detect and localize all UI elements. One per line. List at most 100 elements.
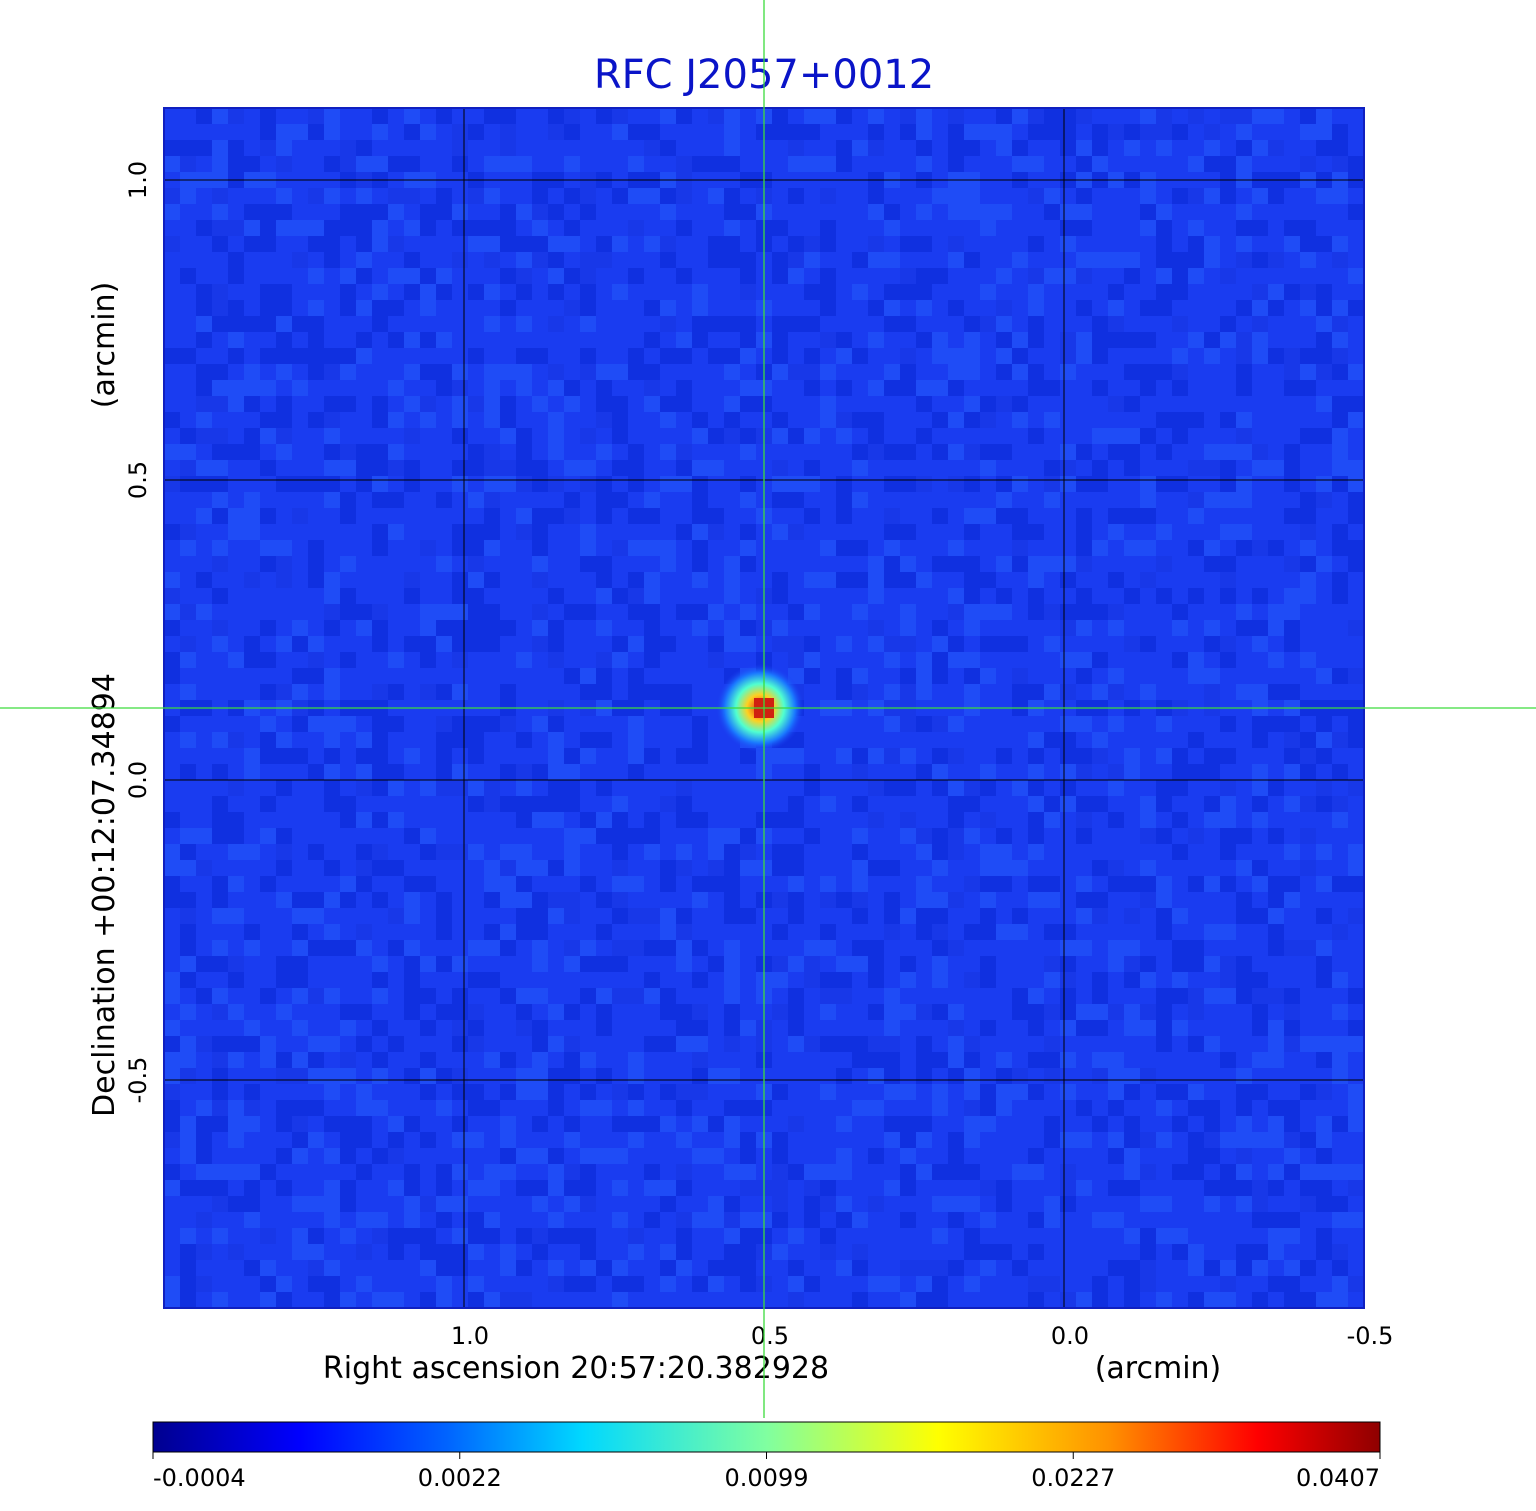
noise-cell — [772, 492, 788, 508]
noise-cell — [1348, 780, 1364, 796]
noise-cell — [788, 1292, 804, 1308]
noise-cell — [1220, 316, 1236, 332]
noise-cell — [500, 684, 516, 700]
noise-cell — [1140, 1196, 1156, 1212]
noise-cell — [292, 124, 308, 140]
noise-cell — [1236, 1244, 1252, 1260]
noise-cell — [308, 844, 324, 860]
noise-cell — [804, 1036, 820, 1052]
noise-cell — [1316, 396, 1332, 412]
noise-cell — [868, 940, 884, 956]
noise-cell — [900, 908, 916, 924]
noise-cell — [212, 1116, 228, 1132]
noise-cell — [1268, 892, 1284, 908]
noise-cell — [1220, 1052, 1236, 1068]
noise-cell — [948, 108, 964, 124]
noise-cell — [276, 1116, 292, 1132]
noise-cell — [996, 828, 1012, 844]
noise-cell — [932, 1228, 948, 1244]
noise-cell — [1140, 684, 1156, 700]
noise-cell — [196, 1148, 212, 1164]
noise-cell — [580, 668, 596, 684]
noise-cell — [676, 604, 692, 620]
noise-cell — [676, 780, 692, 796]
noise-cell — [244, 492, 260, 508]
noise-cell — [1044, 924, 1060, 940]
noise-cell — [836, 972, 852, 988]
noise-cell — [1124, 428, 1140, 444]
noise-cell — [372, 300, 388, 316]
noise-cell — [436, 684, 452, 700]
noise-cell — [244, 444, 260, 460]
noise-cell — [1060, 796, 1076, 812]
noise-cell — [452, 732, 468, 748]
noise-cell — [852, 908, 868, 924]
noise-cell — [276, 956, 292, 972]
noise-cell — [484, 412, 500, 428]
noise-cell — [1268, 988, 1284, 1004]
noise-cell — [660, 924, 676, 940]
noise-cell — [180, 764, 196, 780]
noise-cell — [628, 668, 644, 684]
noise-cell — [1252, 460, 1268, 476]
noise-cell — [532, 1244, 548, 1260]
noise-cell — [356, 1212, 372, 1228]
noise-cell — [228, 876, 244, 892]
noise-cell — [964, 1068, 980, 1084]
noise-cell — [356, 348, 372, 364]
noise-cell — [628, 1052, 644, 1068]
noise-cell — [1172, 1084, 1188, 1100]
noise-cell — [228, 332, 244, 348]
noise-cell — [484, 1052, 500, 1068]
noise-cell — [1108, 1180, 1124, 1196]
noise-cell — [1332, 1068, 1348, 1084]
noise-cell — [1252, 860, 1268, 876]
noise-cell — [516, 812, 532, 828]
noise-cell — [1300, 252, 1316, 268]
noise-cell — [1124, 1004, 1140, 1020]
noise-cell — [692, 972, 708, 988]
noise-cell — [196, 572, 212, 588]
noise-cell — [740, 1260, 756, 1276]
noise-cell — [436, 268, 452, 284]
noise-cell — [420, 1196, 436, 1212]
noise-cell — [1156, 780, 1172, 796]
noise-cell — [852, 876, 868, 892]
noise-cell — [308, 1068, 324, 1084]
colorbar-ticks: -0.0004 0.0022 0.0099 0.0227 0.0407 — [152, 1452, 1381, 1492]
noise-cell — [1156, 252, 1172, 268]
noise-cell — [1348, 476, 1364, 492]
noise-cell — [1236, 1100, 1252, 1116]
noise-cell — [1124, 972, 1140, 988]
noise-cell — [1316, 1180, 1332, 1196]
noise-cell — [500, 796, 516, 812]
noise-cell — [324, 1036, 340, 1052]
noise-cell — [580, 556, 596, 572]
noise-cell — [628, 588, 644, 604]
noise-cell — [340, 1004, 356, 1020]
y-tick-label: 1.0 — [124, 161, 152, 199]
noise-cell — [164, 1164, 180, 1180]
noise-cell — [740, 348, 756, 364]
noise-cell — [1188, 588, 1204, 604]
noise-cell — [612, 108, 628, 124]
noise-cell — [516, 732, 532, 748]
noise-cell — [1316, 844, 1332, 860]
noise-cell — [548, 1148, 564, 1164]
noise-cell — [212, 1052, 228, 1068]
noise-cell — [292, 1020, 308, 1036]
noise-cell — [612, 1084, 628, 1100]
noise-cell — [260, 1292, 276, 1308]
noise-cell — [788, 268, 804, 284]
noise-cell — [724, 844, 740, 860]
noise-cell — [212, 796, 228, 812]
noise-cell — [692, 940, 708, 956]
noise-cell — [1316, 1164, 1332, 1180]
noise-cell — [1332, 1244, 1348, 1260]
noise-cell — [548, 1036, 564, 1052]
noise-cell — [916, 124, 932, 140]
noise-cell — [1188, 988, 1204, 1004]
noise-cell — [996, 636, 1012, 652]
noise-cell — [340, 1180, 356, 1196]
noise-cell — [548, 620, 564, 636]
